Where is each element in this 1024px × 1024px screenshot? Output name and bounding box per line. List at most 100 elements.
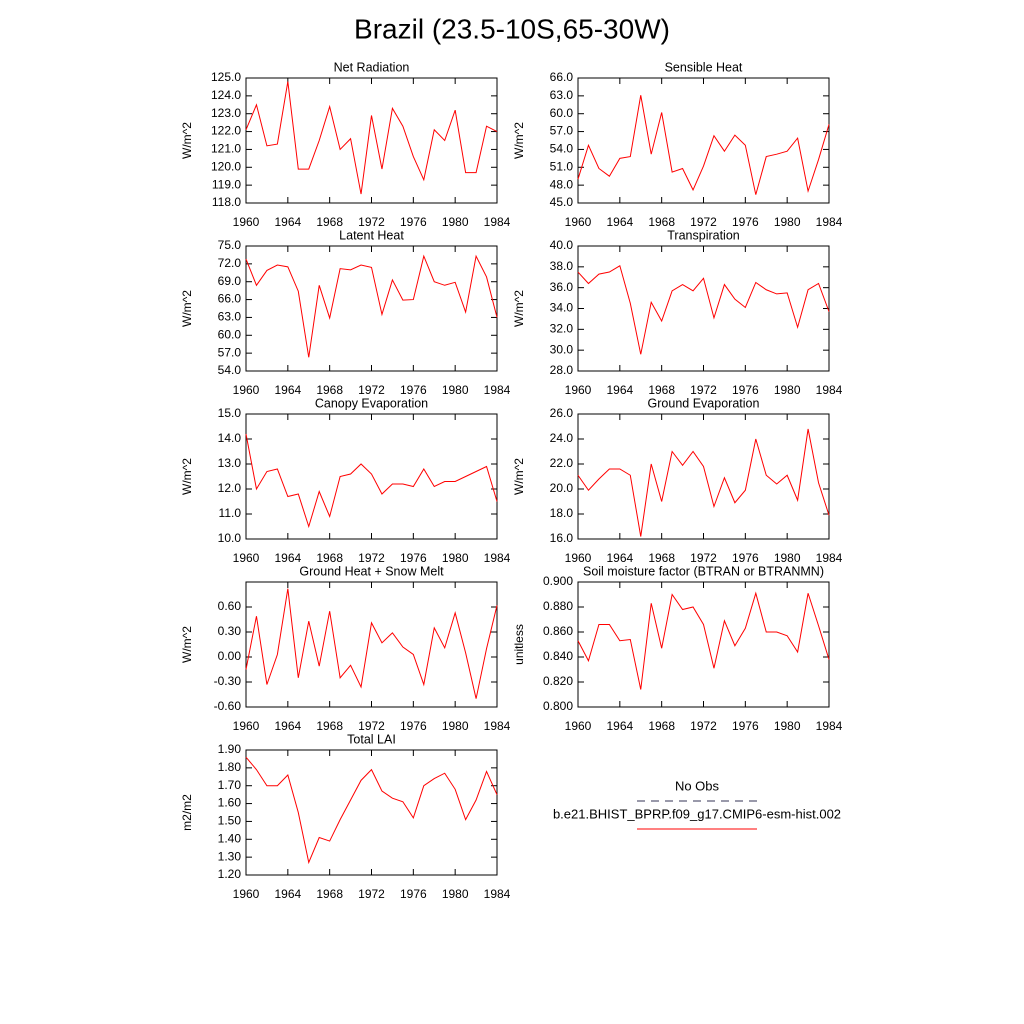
y-tick-label: 118.0: [212, 195, 241, 209]
x-tick-label: 1964: [274, 551, 301, 565]
x-tick-label: 1968: [316, 551, 343, 565]
series-line: [577, 95, 830, 195]
y-axis-label: m2/m2: [180, 794, 194, 831]
y-tick-label: 0.860: [543, 624, 573, 638]
x-tick-label: 1972: [358, 887, 385, 901]
y-tick-label: 0.880: [543, 599, 573, 613]
legend-label: No Obs: [675, 778, 720, 793]
x-tick-label: 1984: [816, 719, 843, 733]
panel: Ground Heat + Snow Melt W/m^2 -0.60 -0.30 0.…: [180, 564, 510, 733]
y-tick-label: 54.0: [218, 363, 242, 377]
y-tick-label: 125.0: [211, 70, 241, 84]
panel: Transpiration W/m^2 28.0 30.0 32.0 34.0 36.0 38…: [512, 228, 842, 397]
x-tick-label: 1976: [732, 719, 759, 733]
y-axis-label: W/m^2: [180, 458, 194, 495]
x-tick-label: 1964: [274, 215, 301, 229]
plot-frame: [577, 413, 830, 540]
y-tick-label: 28.0: [550, 363, 574, 377]
series-line: [245, 433, 498, 529]
series-line: [245, 756, 498, 865]
y-tick-label: 57.0: [550, 124, 574, 138]
y-tick-label: 66.0: [550, 70, 574, 84]
y-tick-label: 12.0: [218, 481, 242, 495]
y-tick-label: 18.0: [550, 506, 574, 520]
y-tick-label: 48.0: [550, 177, 574, 191]
panel-title: Net Radiation: [334, 60, 410, 74]
y-tick-label: 24.0: [550, 431, 574, 445]
series-line: [245, 254, 498, 358]
y-tick-label: 119.0: [212, 177, 241, 191]
y-tick-label: 22.0: [550, 456, 574, 470]
x-tick-label: 1968: [316, 887, 343, 901]
x-tick-label: 1968: [316, 719, 343, 733]
y-tick-label: 38.0: [550, 259, 574, 273]
x-tick-label: 1980: [774, 719, 801, 733]
y-tick-label: -0.30: [214, 674, 242, 688]
y-tick-label: 72.0: [218, 256, 242, 270]
y-tick-label: 15.0: [218, 406, 242, 420]
y-axis-label: W/m^2: [512, 290, 526, 327]
panel: Canopy Evaporation W/m^2 10.0 11.0 12.0 13.0 1…: [180, 396, 510, 565]
series-line: [245, 588, 498, 699]
x-tick-label: 1972: [690, 215, 717, 229]
legend-label: b.e21.BHIST_BPRP.f09_g17.CMIP6-esm-hist.…: [553, 806, 841, 821]
plot-frame: [245, 413, 498, 540]
y-axis-label: W/m^2: [180, 290, 194, 327]
panel-title: Transpiration: [667, 228, 740, 242]
y-tick-label: 75.0: [218, 238, 242, 252]
plot-frame: [245, 749, 498, 876]
x-tick-label: 1984: [484, 719, 511, 733]
x-tick-label: 1960: [565, 551, 592, 565]
y-tick-label: 60.0: [550, 106, 574, 120]
x-tick-label: 1984: [484, 383, 511, 397]
x-tick-label: 1972: [358, 383, 385, 397]
x-tick-label: 1968: [648, 383, 675, 397]
x-tick-label: 1972: [690, 551, 717, 565]
y-tick-label: 1.90: [218, 742, 242, 756]
y-tick-label: 0.60: [218, 599, 242, 613]
y-tick-label: 32.0: [550, 322, 574, 336]
x-tick-label: 1964: [606, 719, 633, 733]
y-axis-label: unitless: [512, 624, 526, 665]
x-tick-label: 1964: [606, 551, 633, 565]
x-tick-label: 1976: [400, 719, 427, 733]
panel-title: Soil moisture factor (BTRAN or BTRANMN): [583, 564, 824, 578]
x-tick-label: 1980: [442, 383, 469, 397]
x-tick-label: 1980: [442, 215, 469, 229]
y-tick-label: 26.0: [550, 406, 574, 420]
y-tick-label: 1.50: [218, 814, 242, 828]
x-tick-label: 1964: [274, 383, 301, 397]
x-tick-label: 1976: [400, 215, 427, 229]
y-tick-label: 16.0: [550, 531, 574, 545]
x-tick-label: 1960: [233, 551, 260, 565]
x-tick-label: 1960: [565, 383, 592, 397]
panel: Latent Heat W/m^2 54.0 57.0 60.0 63.0 66.0 69.0…: [180, 228, 510, 397]
y-tick-label: 1.30: [218, 849, 242, 863]
panel-title: Ground Evaporation: [648, 396, 760, 410]
panel-title: Canopy Evaporation: [315, 396, 428, 410]
x-tick-label: 1976: [732, 383, 759, 397]
x-tick-label: 1972: [358, 719, 385, 733]
y-tick-label: 40.0: [550, 238, 574, 252]
y-tick-label: 20.0: [550, 481, 574, 495]
y-tick-label: 34.0: [550, 301, 574, 315]
y-tick-label: 1.40: [218, 831, 242, 845]
panel: Sensible Heat W/m^2 45.0 48.0 51.0 54.0 57.0 60…: [512, 60, 842, 229]
x-tick-label: 1968: [316, 383, 343, 397]
x-tick-label: 1964: [606, 383, 633, 397]
y-tick-label: 36.0: [550, 280, 574, 294]
y-tick-label: 69.0: [218, 274, 242, 288]
plot-frame: [245, 581, 498, 708]
x-tick-label: 1960: [233, 215, 260, 229]
x-tick-label: 1976: [400, 383, 427, 397]
y-axis-label: W/m^2: [512, 458, 526, 495]
y-tick-label: 14.0: [218, 431, 242, 445]
x-tick-label: 1964: [274, 719, 301, 733]
y-tick-label: 1.70: [218, 778, 242, 792]
y-tick-label: 54.0: [550, 142, 574, 156]
y-axis-label: W/m^2: [180, 626, 194, 663]
y-tick-label: 11.0: [219, 506, 242, 520]
x-tick-label: 1972: [358, 551, 385, 565]
y-tick-label: 0.820: [543, 674, 573, 688]
